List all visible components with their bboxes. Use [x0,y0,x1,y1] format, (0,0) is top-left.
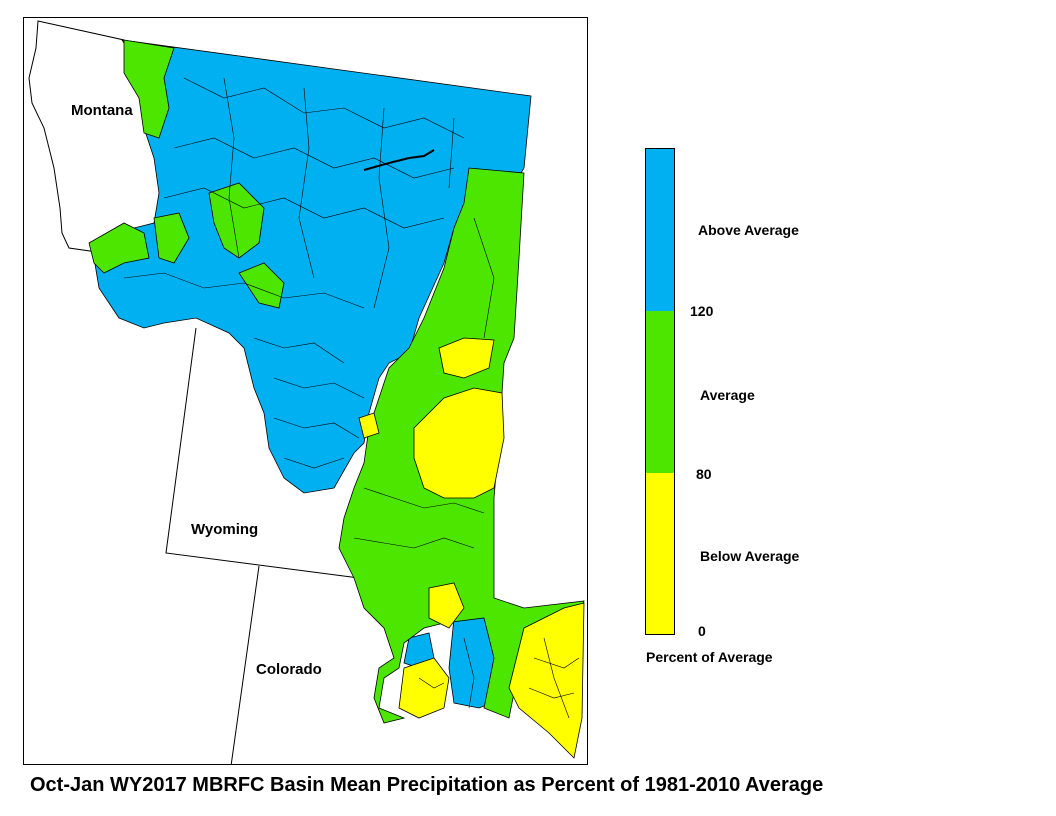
state-label-colorado: Colorado [256,661,322,678]
basin-region-average-nw [123,39,175,139]
legend-band-above [646,149,674,311]
legend-band-below [646,473,674,634]
basin-region-below-se [508,602,585,759]
map-frame: Montana Wyoming Colorado [23,17,588,765]
basin-subdivisions [123,77,580,719]
legend-color-bar [645,148,675,635]
basin-region-below-south1 [428,582,465,629]
map-title: Oct-Jan WY2017 MBRFC Basin Mean Precipit… [30,774,824,796]
reservoir-line [363,149,435,171]
basin-region-below-east [413,387,505,499]
basin-region-above-north [93,39,532,494]
legend-label-average: Average [700,387,755,403]
basin-region-average-c2 [238,262,285,309]
basin-region-below-ne [438,337,495,379]
legend-title: Percent of Average [646,649,773,665]
basin-map [28,20,585,764]
legend-label-above: Above Average [698,222,799,238]
basin-region-average-w2 [153,212,190,264]
basins-below-average [358,337,585,759]
legend-break-0: 0 [698,623,706,639]
basin-region-below-mid [358,412,380,439]
state-label-montana: Montana [71,102,133,119]
basin-region-below-south2 [398,657,450,719]
legend-break-120: 120 [690,303,714,319]
colorado-boundary [230,565,260,764]
basin-region-average-c1 [208,182,265,259]
legend-band-average [646,311,674,473]
state-label-wyoming: Wyoming [191,521,259,538]
basin-region-average-w1 [88,222,150,274]
legend-label-below: Below Average [700,548,800,564]
legend-break-80: 80 [696,466,712,482]
